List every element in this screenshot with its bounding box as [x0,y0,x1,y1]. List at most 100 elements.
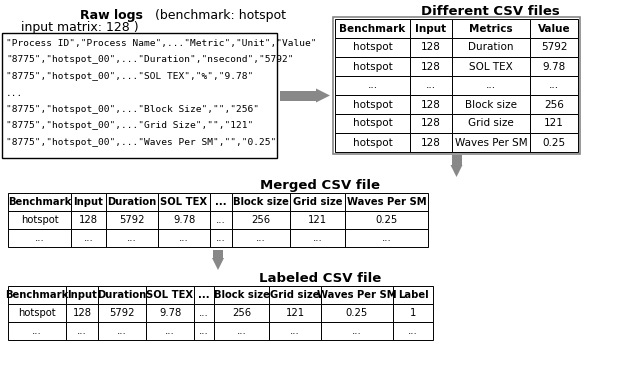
Text: "8775","hotspot_00",..."SOL TEX","%","9.78": "8775","hotspot_00",..."SOL TEX","%","9.… [6,72,253,81]
Bar [452,38,530,57]
Text: (benchmark: hotspot: (benchmark: hotspot [155,9,286,22]
Bar [530,95,578,114]
Bar [214,304,269,322]
Text: ...: ... [426,81,436,90]
Text: SOL TEX: SOL TEX [147,290,193,300]
Text: 121: 121 [544,118,564,129]
Bar [232,229,290,247]
Text: 128: 128 [421,42,441,53]
Bar [321,322,393,340]
Bar [410,133,452,152]
Text: ...: ... [127,233,137,243]
Text: 5792: 5792 [109,308,135,318]
Bar [8,211,71,229]
Bar [410,95,452,114]
Text: Input: Input [74,197,104,207]
Bar [410,19,452,38]
Text: 9.78: 9.78 [173,215,195,225]
Text: "8775","hotspot_00",..."Duration","nsecond","5792": "8775","hotspot_00",..."Duration","nseco… [6,56,294,65]
Bar [452,19,530,38]
Text: Merged CSV file: Merged CSV file [260,179,380,192]
Bar [98,304,146,322]
Text: ...: ... [237,326,246,336]
Text: Raw logs: Raw logs [80,9,143,22]
Bar [290,193,345,211]
Bar [410,38,452,57]
Bar [66,304,98,322]
Text: input matrix: 128 ): input matrix: 128 ) [21,21,139,34]
Text: "8775","hotspot_00",..."Waves Per SM","","0.25": "8775","hotspot_00",..."Waves Per SM",""… [6,138,276,147]
Text: ...: ... [199,308,209,318]
Bar [452,95,530,114]
Bar [146,286,194,304]
Text: 256: 256 [232,308,251,318]
Bar [2,33,277,158]
Text: 1: 1 [410,308,416,318]
Bar [345,211,428,229]
Bar [269,304,321,322]
Bar [335,114,410,133]
Text: 128: 128 [421,99,441,110]
Text: SOL TEX: SOL TEX [161,197,207,207]
Bar [393,286,433,304]
Text: 0.25: 0.25 [346,308,368,318]
Text: Value: Value [538,23,570,34]
Polygon shape [316,88,330,102]
Text: ...: ... [381,233,392,243]
Text: hotspot: hotspot [353,42,392,53]
Bar [280,90,316,101]
Bar [158,193,210,211]
Text: Waves Per SM: Waves Per SM [317,290,397,300]
Text: ...: ... [290,326,300,336]
Bar [335,57,410,76]
Bar [530,38,578,57]
Text: Grid size: Grid size [468,118,514,129]
Bar [106,229,158,247]
Text: Benchmark: Benchmark [8,197,71,207]
Text: ...: ... [352,326,362,336]
Bar [158,229,210,247]
Text: Block size: Block size [465,99,517,110]
Text: "8775","hotspot_00",..."Grid Size","","121": "8775","hotspot_00",..."Grid Size","","1… [6,121,253,130]
Bar [210,193,232,211]
Text: hotspot: hotspot [20,215,58,225]
Bar [106,193,158,211]
Text: Different CSV files: Different CSV files [420,5,559,18]
Text: hotspot: hotspot [353,62,392,71]
Polygon shape [212,258,224,270]
Bar [335,38,410,57]
Text: 128: 128 [421,62,441,71]
Text: 128: 128 [72,308,92,318]
Text: ...: ... [179,233,189,243]
Bar [452,76,530,95]
Bar [321,286,393,304]
Bar [290,229,345,247]
Text: 256: 256 [252,215,271,225]
Text: 128: 128 [421,138,441,147]
Text: Input: Input [67,290,97,300]
Bar [232,193,290,211]
Bar [98,322,146,340]
Text: Duration: Duration [468,42,514,53]
Bar [98,286,146,304]
Bar [530,114,578,133]
Text: ...: ... [117,326,127,336]
Text: 121: 121 [308,215,327,225]
Bar [410,57,452,76]
Bar [106,211,158,229]
Text: ...: ... [549,81,559,90]
Text: ...: ... [216,233,226,243]
Bar [214,322,269,340]
Bar [210,211,232,229]
Text: 5792: 5792 [119,215,145,225]
Text: 0.25: 0.25 [543,138,566,147]
Text: Grid size: Grid size [292,197,342,207]
Bar [8,304,66,322]
Bar [290,211,345,229]
Text: 128: 128 [421,118,441,129]
Bar [321,304,393,322]
Text: ...: ... [199,326,209,336]
Text: hotspot: hotspot [353,138,392,147]
Polygon shape [451,165,463,177]
Text: Duration: Duration [97,290,147,300]
